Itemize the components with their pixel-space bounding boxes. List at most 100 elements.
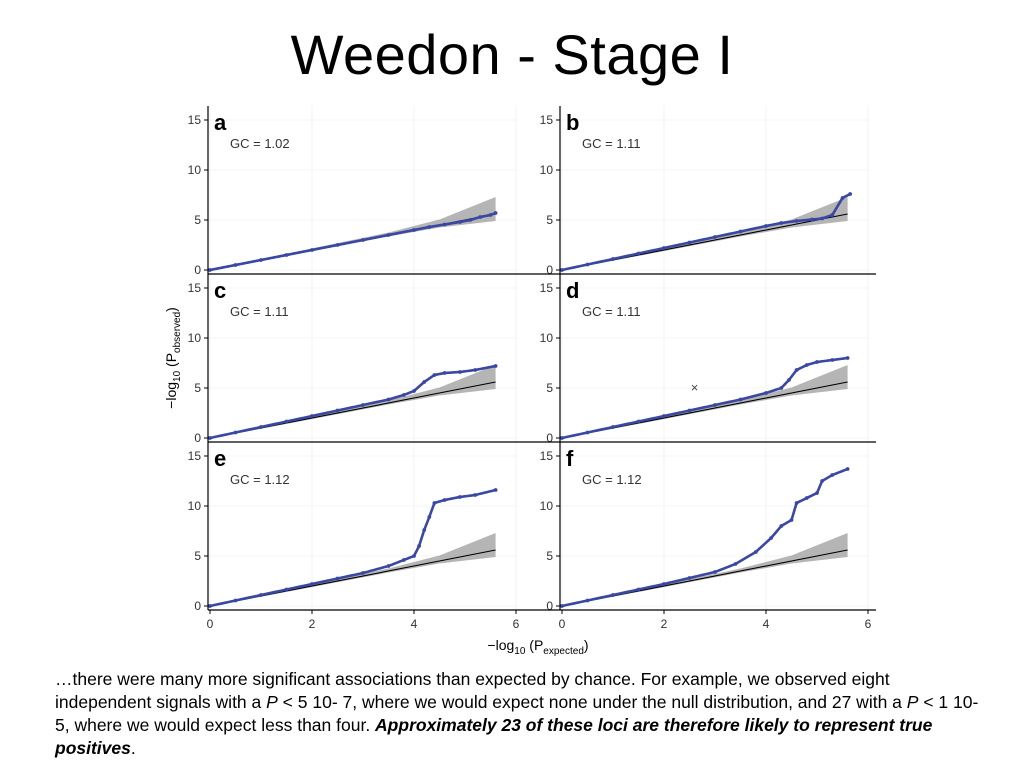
qq-point bbox=[779, 524, 784, 528]
qq-point bbox=[432, 501, 437, 505]
qq-point bbox=[585, 430, 590, 435]
qq-point bbox=[738, 397, 743, 402]
slide-title: Weedon - Stage I bbox=[290, 23, 734, 86]
panel-letter-f: f bbox=[566, 446, 574, 471]
gc-value-c: GC = 1.11 bbox=[230, 304, 289, 319]
y-tick-label: 10 bbox=[188, 499, 202, 513]
qq-point bbox=[473, 368, 478, 372]
qq-point bbox=[830, 213, 835, 217]
qq-point bbox=[417, 544, 421, 548]
qq-point bbox=[386, 397, 391, 402]
panel-f: f GC = 1.12 0 5 10 15 bbox=[540, 442, 870, 613]
qq-point bbox=[208, 604, 212, 608]
x-tick-label: 0 bbox=[559, 617, 566, 631]
y-tick-label: 10 bbox=[188, 163, 202, 177]
y-axis-title-part: −log bbox=[163, 382, 179, 409]
y-tick-label: 0 bbox=[194, 431, 201, 445]
qq-trace bbox=[560, 356, 849, 440]
qq-point bbox=[764, 391, 768, 395]
qq-point bbox=[284, 587, 289, 592]
y-tick-label: 5 bbox=[546, 549, 553, 563]
qq-point bbox=[611, 593, 615, 597]
panel-letter-c: c bbox=[214, 278, 226, 303]
qq-point bbox=[284, 253, 289, 257]
qq-point bbox=[815, 491, 819, 495]
qq-point bbox=[401, 393, 406, 397]
qq-point bbox=[493, 488, 498, 492]
caption-emphasis: Approximately 23 of these loci are there… bbox=[55, 715, 933, 758]
qq-point bbox=[662, 414, 666, 418]
y-tick-label: 5 bbox=[194, 381, 201, 395]
qq-point bbox=[636, 587, 641, 592]
qq-point bbox=[310, 414, 314, 418]
gc-value-d: GC = 1.11 bbox=[582, 304, 641, 319]
panel-b: bGC = 1.11 0 5 10 15 bbox=[540, 106, 870, 277]
panel-letter-a: a bbox=[214, 110, 227, 135]
y-tick-label: 10 bbox=[540, 163, 554, 177]
qq-point bbox=[233, 598, 238, 603]
qq-point bbox=[585, 262, 590, 267]
qq-point bbox=[310, 248, 314, 252]
y-tick-label: 15 bbox=[540, 113, 554, 127]
confidence-band bbox=[210, 197, 496, 271]
panel-letter-e: e bbox=[214, 446, 226, 471]
qq-point bbox=[233, 430, 238, 435]
y-axis-title: −log10 (Pobserved) bbox=[163, 307, 183, 409]
gc-value-a: GC = 1.02 bbox=[230, 136, 290, 151]
qq-point bbox=[335, 576, 340, 581]
caption-text-2: < 5 10- 7, where we would expect none un… bbox=[277, 692, 907, 712]
y-axis-title-part: observed bbox=[172, 312, 183, 353]
x-tick-label: 6 bbox=[865, 617, 872, 631]
qq-point bbox=[412, 554, 416, 558]
qq-point bbox=[335, 243, 340, 247]
qq-point bbox=[442, 498, 447, 502]
caption-p-symbol-1: P bbox=[266, 692, 278, 712]
qq-point bbox=[560, 268, 564, 272]
qq-point bbox=[779, 386, 784, 390]
qq-point bbox=[427, 225, 432, 229]
x-tick-label: 4 bbox=[763, 617, 770, 631]
qq-point bbox=[560, 436, 564, 440]
qq-point bbox=[845, 356, 850, 360]
qq-point bbox=[787, 378, 791, 382]
qq-point bbox=[412, 389, 416, 393]
qq-point bbox=[335, 408, 340, 413]
caption-text-3: < 1 10- 5, where we would expect less th… bbox=[55, 692, 979, 735]
y-axis-title-part: 10 bbox=[172, 370, 183, 382]
qq-point bbox=[804, 496, 809, 500]
qq-point bbox=[422, 528, 427, 532]
y-tick-label: 15 bbox=[188, 281, 202, 295]
qq-point bbox=[585, 598, 590, 603]
gc-value-f: GC = 1.12 bbox=[582, 472, 642, 487]
qq-point bbox=[845, 467, 850, 471]
y-axis-title-part: (P bbox=[163, 353, 179, 371]
qq-trace bbox=[208, 488, 497, 608]
qq-point bbox=[422, 380, 427, 384]
qq-point bbox=[208, 436, 212, 440]
x-axis-title-part: 10 bbox=[514, 646, 526, 657]
qq-point bbox=[458, 495, 462, 499]
x-axis-title-part: −log bbox=[487, 637, 514, 653]
qq-point bbox=[468, 218, 472, 222]
y-tick-label: 5 bbox=[546, 381, 553, 395]
qq-point bbox=[310, 582, 314, 586]
caption-text-1: …there were many more significant associ… bbox=[55, 669, 890, 712]
qq-point bbox=[488, 213, 493, 217]
qq-point bbox=[458, 370, 462, 374]
qq-point bbox=[769, 536, 773, 540]
panel-e: e GC = 1.12 0 5 10 15 bbox=[188, 442, 518, 613]
qq-point bbox=[493, 211, 498, 215]
x-tick-label: 6 bbox=[513, 617, 520, 631]
qq-point bbox=[713, 570, 717, 574]
qq-point bbox=[804, 363, 809, 367]
qq-point bbox=[361, 571, 365, 575]
qq-point bbox=[259, 425, 263, 429]
y-axis-title-part: ) bbox=[163, 307, 179, 312]
qq-point bbox=[259, 593, 263, 597]
y-tick-label: 0 bbox=[194, 263, 201, 277]
x-axis-title: −log10 (Pexpected) bbox=[487, 637, 588, 657]
y-tick-label: 15 bbox=[540, 281, 554, 295]
qq-point bbox=[208, 268, 212, 272]
y-tick-label: 5 bbox=[546, 213, 553, 227]
qq-point bbox=[820, 479, 824, 483]
